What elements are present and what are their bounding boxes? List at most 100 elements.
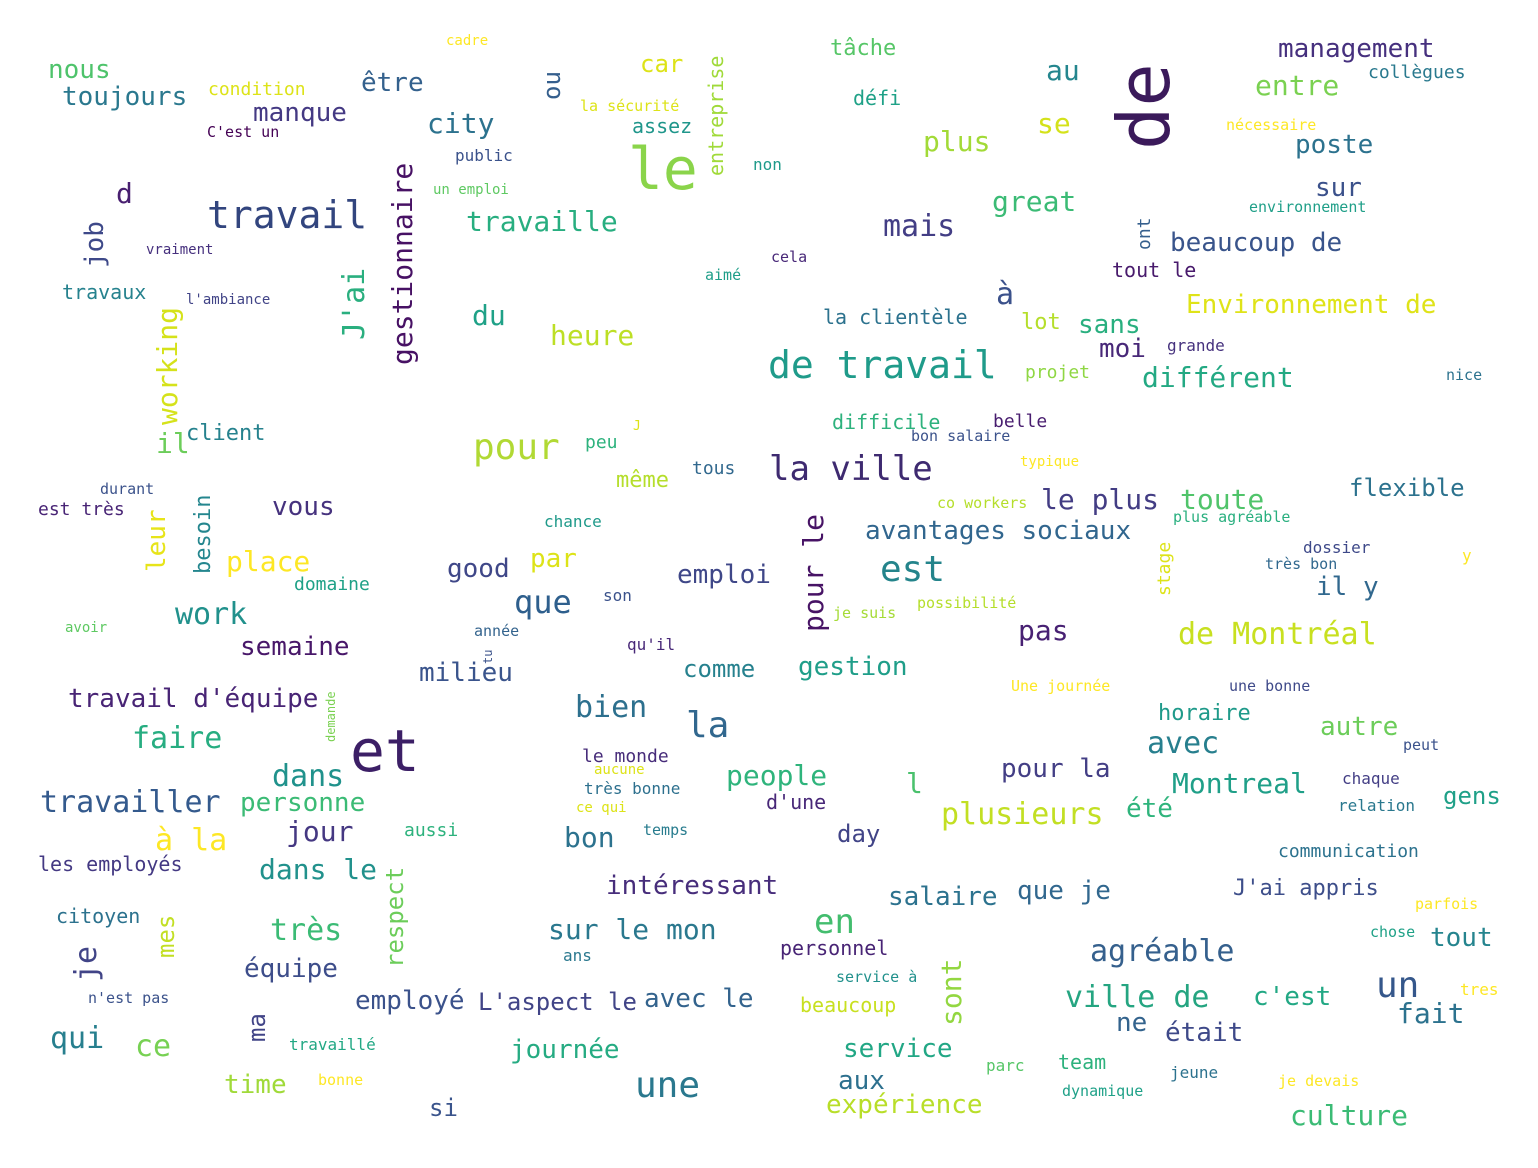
word-mes: mes	[152, 914, 180, 958]
word-travail: travail	[207, 193, 368, 237]
word-defi: défi	[853, 86, 902, 110]
word-qui: qui	[50, 1021, 105, 1056]
word-environnement-de: Environnement de	[1186, 290, 1437, 320]
word-day: day	[837, 820, 881, 848]
word-lot: lot	[1021, 310, 1061, 335]
word-du: du	[472, 299, 506, 332]
word-travail-dequipe: travail d'équipe	[68, 684, 319, 714]
word-great: great	[992, 185, 1077, 218]
word-une-bonne: une bonne	[1229, 677, 1311, 695]
word-ans: ans	[563, 946, 592, 965]
word-tu: tu	[481, 649, 495, 664]
word-agreable: agréable	[1090, 934, 1235, 969]
word-tres-bonne: très bonne	[584, 779, 681, 798]
word-grande: grande	[1167, 336, 1225, 355]
word-je-devais: je devais	[1278, 1072, 1360, 1090]
word-equipe: équipe	[244, 954, 338, 984]
word-flexible: flexible	[1349, 474, 1465, 502]
word-son: son	[603, 586, 632, 605]
word-de-montreal: de Montréal	[1178, 617, 1377, 652]
word-car: car	[640, 50, 684, 78]
word-difficile: difficile	[832, 410, 941, 434]
word-beaucoup-de: beaucoup de	[1170, 228, 1343, 258]
word-cela: cela	[771, 248, 808, 266]
word-chance: chance	[544, 512, 602, 531]
word-durant: durant	[100, 480, 155, 498]
word-la: la	[686, 705, 730, 746]
word-work: work	[175, 597, 248, 632]
word-jai: J'ai	[337, 267, 372, 340]
word-service: service	[843, 1034, 953, 1064]
word-interessant: intéressant	[606, 871, 779, 901]
word-une-journee: Une journée	[1011, 677, 1111, 695]
word-travaille: travaille	[466, 205, 618, 238]
word-avoir: avoir	[65, 620, 108, 636]
word-annee: année	[474, 622, 520, 640]
word-demande: demande	[324, 691, 338, 742]
word-gestion: gestion	[798, 652, 908, 682]
word-a-la: à la	[155, 823, 228, 858]
word-personne: personne	[240, 788, 366, 818]
word-ce: ce	[135, 1029, 172, 1064]
word-milieu: milieu	[419, 658, 513, 688]
word-environnement: environnement	[1249, 198, 1367, 216]
word-good: good	[447, 554, 510, 584]
word-stage: stage	[1154, 541, 1175, 596]
word-communication: communication	[1278, 841, 1419, 862]
word-pour: pour	[473, 427, 560, 468]
word-entre: entre	[1255, 69, 1340, 102]
word-avec: avec	[1147, 726, 1220, 761]
word-besoin: besoin	[191, 494, 216, 574]
word-dynamique: dynamique	[1062, 1082, 1144, 1100]
word-ma: ma	[243, 1013, 271, 1042]
word-domaine: domaine	[294, 574, 370, 595]
word-quil: qu'il	[627, 635, 676, 654]
word-tache: tâche	[830, 36, 897, 61]
word-mais: mais	[883, 209, 956, 244]
word-pour-le: pour le	[797, 513, 830, 632]
word-vraiment: vraiment	[146, 242, 214, 258]
word-parc: parc	[986, 1056, 1025, 1075]
word-tout-le: tout le	[1112, 258, 1197, 282]
word-de: de	[1102, 63, 1186, 150]
word-public: public	[455, 146, 513, 165]
word-different: différent	[1142, 361, 1294, 394]
word-autre: autre	[1320, 712, 1399, 742]
word-gestionnaire: gestionnaire	[386, 162, 419, 365]
word-y: y	[1462, 546, 1472, 565]
word-tout: tout	[1430, 923, 1493, 953]
word-etre: être	[361, 68, 424, 98]
word-a: à	[996, 277, 1015, 312]
word-fait: fait	[1397, 997, 1465, 1030]
word-cest: c'est	[1253, 982, 1332, 1012]
word-leur: leur	[142, 509, 172, 572]
word-bien: bien	[575, 690, 648, 725]
word-aucune: aucune	[594, 762, 645, 778]
word-horaire: horaire	[1158, 701, 1251, 726]
word-par: par	[530, 544, 577, 574]
word-se: se	[1037, 107, 1071, 140]
word-entreprise: entreprise	[704, 55, 728, 176]
word-ce-qui: ce qui	[576, 800, 627, 816]
word-management: management	[1278, 34, 1435, 64]
word-city: city	[427, 107, 495, 140]
word-ville-de: ville de	[1065, 980, 1210, 1015]
word-collegues: collègues	[1368, 62, 1466, 83]
word-gens: gens	[1443, 782, 1501, 810]
word-job: job	[80, 221, 110, 268]
word-tres-bon: très bon	[1265, 555, 1338, 573]
word-jai-appris: J'ai appris	[1233, 876, 1379, 901]
word-et: et	[350, 717, 420, 785]
word-parfois: parfois	[1415, 895, 1479, 913]
word-projet: projet	[1025, 362, 1091, 383]
word-cadre: cadre	[446, 33, 489, 49]
word-la-clientele: la clientèle	[823, 305, 968, 329]
word-un-emploi: un emploi	[433, 182, 509, 198]
word-est: est	[880, 549, 946, 590]
word-belle: belle	[993, 411, 1048, 432]
word-montreal: Montreal	[1172, 767, 1307, 800]
word-time: time	[224, 1070, 287, 1100]
word-comme: comme	[683, 655, 756, 683]
word-travaux: travaux	[62, 280, 147, 304]
